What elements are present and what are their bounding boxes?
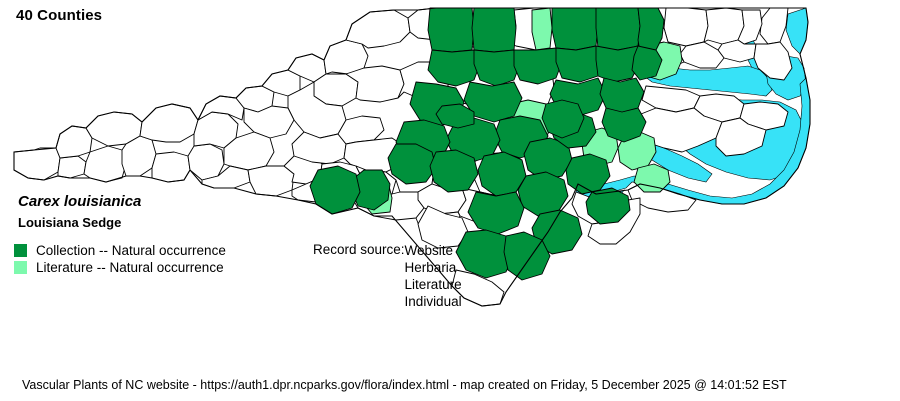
county-warren-collection bbox=[595, 7, 641, 51]
county-currituck bbox=[759, 7, 789, 45]
county-pender-collection bbox=[531, 209, 583, 255]
counties-collection bbox=[309, 7, 665, 281]
county-dare bbox=[753, 41, 793, 81]
legend-label-literature: Literature -- Natural occurrence bbox=[36, 260, 224, 275]
county-rutherford bbox=[223, 131, 275, 171]
county-northampton-collection bbox=[631, 45, 663, 81]
county-onslow-collection bbox=[585, 187, 631, 225]
county-caswell-literature bbox=[531, 7, 553, 51]
county-clay bbox=[57, 155, 87, 179]
county-camden bbox=[737, 9, 763, 45]
county-graham bbox=[55, 125, 93, 159]
county-orange-collection bbox=[473, 49, 521, 87]
county-lee-collection bbox=[435, 103, 475, 129]
legend-label-collection: Collection -- Natural occurrence bbox=[36, 243, 226, 258]
county-columbus-collection bbox=[455, 229, 515, 279]
legend-item-collection: Collection -- Natural occurrence bbox=[14, 242, 226, 259]
county-hoke-collection bbox=[387, 143, 437, 185]
scientific-name: Carex louisianica bbox=[18, 193, 142, 210]
record-source-values: Website Herbaria Literature Individual bbox=[405, 242, 462, 310]
county-hertford bbox=[663, 7, 709, 47]
county-hyde bbox=[715, 117, 767, 157]
record-source-value-literature: Literature bbox=[404, 277, 462, 292]
county-catawba bbox=[291, 131, 347, 165]
county-cleveland bbox=[247, 165, 295, 197]
county-jones-literature bbox=[633, 163, 671, 193]
county-washington bbox=[641, 85, 701, 113]
record-source-value-individual: Individual bbox=[404, 294, 462, 309]
county-robeson-white bbox=[417, 205, 469, 249]
record-source-value-website: Website bbox=[404, 243, 454, 258]
county-brunswick-collection bbox=[503, 231, 551, 281]
county-ashe bbox=[345, 9, 411, 49]
water-pamlico-albemarle-sound bbox=[785, 7, 809, 55]
page-title: 40 Counties bbox=[16, 7, 103, 24]
county-edgecombe-collection bbox=[595, 45, 641, 83]
county-richmond-collection bbox=[309, 165, 361, 215]
county-cherokee bbox=[13, 147, 61, 181]
county-granville-collection bbox=[471, 7, 517, 53]
map-legend: Collection -- Natural occurrence Literat… bbox=[14, 242, 226, 276]
county-haywood bbox=[139, 103, 199, 143]
county-duplin-collection bbox=[517, 171, 569, 217]
record-source-block: Record source: Website Herbaria Literatu… bbox=[313, 242, 462, 310]
county-person-collection bbox=[427, 7, 475, 53]
county-mcdowell bbox=[243, 105, 295, 139]
legend-swatch-collection bbox=[14, 244, 27, 257]
state-border-path bbox=[13, 7, 811, 307]
county-transylvania bbox=[151, 151, 191, 183]
county-perquimans bbox=[679, 41, 725, 69]
footer-credit: Vascular Plants of NC website - https://… bbox=[22, 378, 787, 392]
county-wayne-collection bbox=[523, 137, 573, 181]
county-bladen-collection bbox=[467, 191, 525, 235]
county-cumberland-collection bbox=[429, 149, 479, 193]
county-vance-collection bbox=[551, 7, 599, 51]
state-outline bbox=[13, 7, 811, 307]
county-pitt-n-collection bbox=[541, 99, 585, 139]
legend-item-literature: Literature -- Natural occurrence bbox=[14, 259, 226, 276]
legend-swatch-literature bbox=[14, 261, 27, 274]
county-beaufort-n-collection bbox=[601, 107, 647, 143]
common-name: Louisiana Sedge bbox=[18, 215, 122, 230]
record-source-value-herbaria: Herbaria bbox=[404, 260, 457, 275]
record-source-label: Record source: bbox=[313, 242, 405, 257]
county-gates bbox=[703, 7, 745, 45]
county-wake-collection bbox=[463, 81, 523, 123]
county-franklin-collection bbox=[513, 47, 563, 85]
county-durham-collection bbox=[427, 49, 481, 87]
